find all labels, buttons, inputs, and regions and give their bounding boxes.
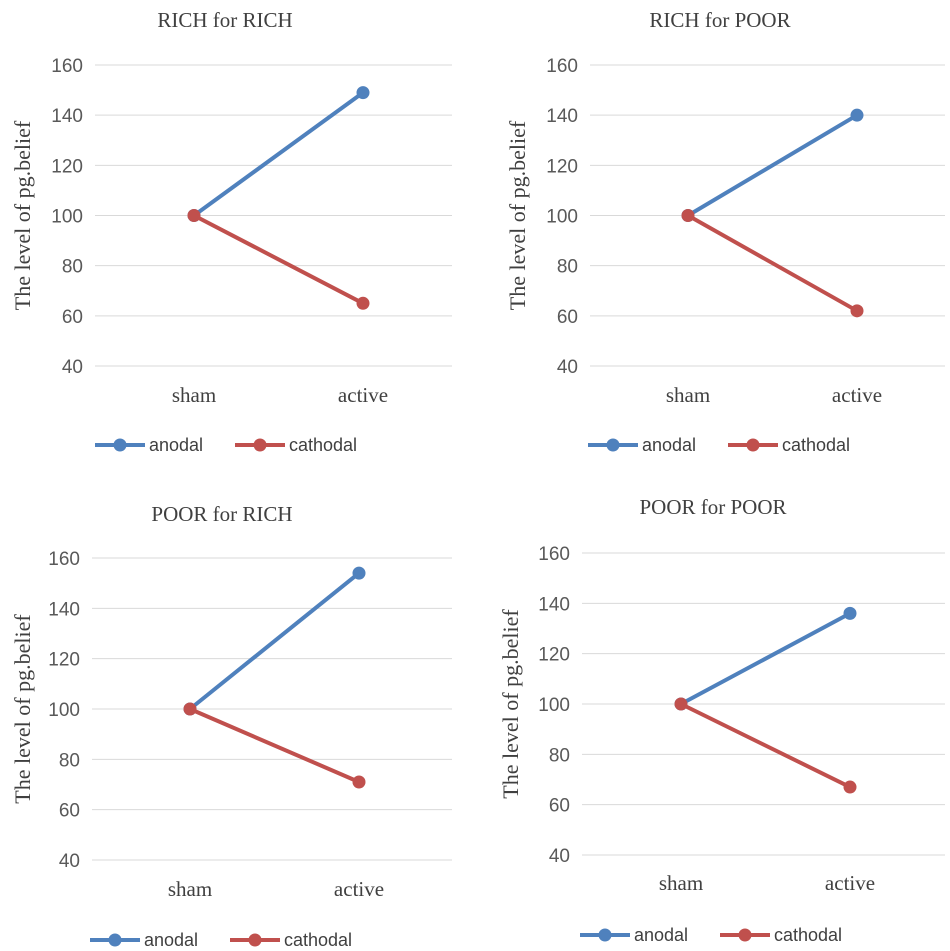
legend-marker-cathodal [248,933,262,947]
chart-title: RICH for RICH [157,8,292,32]
data-point-anodal-active [352,566,366,580]
legend-marker-anodal [113,438,127,452]
legend-marker-cathodal [738,928,752,942]
y-tick-label: 80 [557,257,578,278]
y-tick-label: 60 [62,307,83,328]
data-point-anodal-active [356,86,370,100]
series-line-cathodal [679,702,852,790]
legend-marker-anodal [598,928,612,942]
y-axis-label: The level of pg.belief [10,614,35,804]
chart-title: POOR for RICH [151,502,292,526]
y-tick-label: 100 [538,695,570,716]
series-line-anodal [188,571,361,711]
legend-label-cathodal: cathodal [289,435,357,455]
y-tick-label: 40 [62,357,83,378]
legend-label-cathodal: cathodal [774,925,842,945]
x-category-label: sham [172,383,216,407]
data-point-cathodal-sham [674,697,688,711]
data-point-cathodal-sham [183,702,197,716]
y-tick-label: 160 [546,56,578,77]
legend-marker-anodal [108,933,122,947]
y-tick-label: 100 [51,207,83,228]
legend-label-cathodal: cathodal [782,435,850,455]
y-tick-label: 120 [546,156,578,177]
x-category-label: active [334,877,384,901]
x-category-label: sham [666,383,710,407]
data-point-cathodal-active [352,775,366,789]
y-tick-label: 140 [51,106,83,127]
x-category-label: active [338,383,388,407]
legend-marker-cathodal [253,438,267,452]
y-tick-label: 80 [62,257,83,278]
series-line-anodal [192,90,365,218]
data-point-cathodal-active [850,304,864,318]
legend-label-anodal: anodal [144,930,198,950]
y-tick-label: 100 [48,700,80,721]
legend-marker-cathodal [746,438,760,452]
series-line-anodal [679,611,852,706]
x-category-label: active [832,383,882,407]
chart-title: POOR for POOR [639,495,786,519]
legend-label-anodal: anodal [642,435,696,455]
y-tick-label: 120 [51,156,83,177]
y-tick-label: 40 [557,357,578,378]
y-tick-label: 60 [59,801,80,822]
legend-label-anodal: anodal [634,925,688,945]
legend-label-anodal: anodal [149,435,203,455]
data-point-anodal-active [843,606,857,620]
legend-label-cathodal: cathodal [284,930,352,950]
data-point-anodal-active [850,108,864,122]
y-tick-label: 80 [59,750,80,771]
x-category-label: sham [168,877,212,901]
series-line-cathodal [686,213,859,313]
y-tick-label: 40 [59,851,80,872]
y-axis-label: The level of pg.belief [498,609,523,799]
y-tick-label: 60 [557,307,578,328]
x-category-label: active [825,871,875,895]
chart-title: RICH for POOR [649,8,790,32]
chart-panel-2: RICH for POOR The level of pg.belief 40 60 8… [505,8,945,455]
y-axis-label: The level of pg.belief [10,120,35,310]
data-point-cathodal-active [356,296,370,310]
data-point-cathodal-active [843,780,857,794]
y-tick-label: 160 [538,544,570,565]
y-tick-label: 120 [538,645,570,666]
x-category-label: sham [659,871,703,895]
y-tick-label: 160 [48,549,80,570]
chart-panel-1: RICH for RICH The level of pg.belief 40 60 8… [10,8,452,455]
series-line-cathodal [192,213,365,306]
chart-panel-4: POOR for POOR The level of pg.belief 40 60 8… [498,495,945,945]
data-point-cathodal-sham [187,209,201,222]
series-line-cathodal [188,707,361,784]
y-tick-label: 120 [48,650,80,671]
y-tick-label: 60 [549,796,570,817]
legend-marker-anodal [606,438,620,452]
y-tick-label: 140 [48,599,80,620]
y-axis-label: The level of pg.belief [505,120,530,310]
y-tick-label: 40 [549,846,570,867]
y-tick-label: 140 [538,594,570,615]
y-tick-label: 100 [546,207,578,228]
y-tick-label: 160 [51,56,83,77]
y-tick-label: 140 [546,106,578,127]
chart-panel-3: POOR for RICH The level of pg.belief 40 60 8… [10,502,452,950]
y-tick-label: 80 [549,745,570,766]
series-line-anodal [686,113,859,218]
data-point-cathodal-sham [681,209,695,222]
